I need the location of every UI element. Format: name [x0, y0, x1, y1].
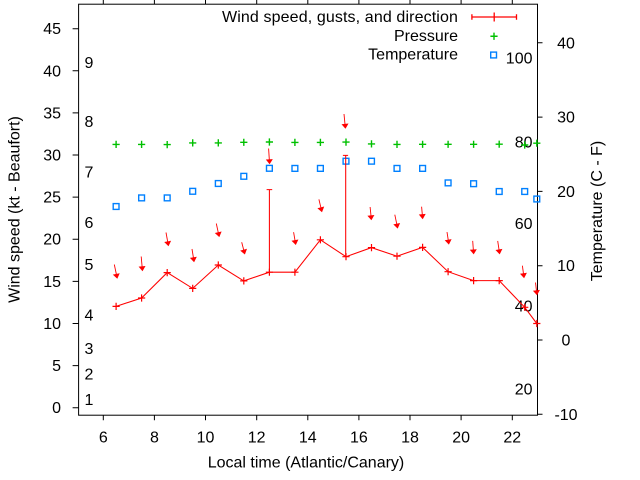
svg-text:0: 0 [562, 333, 571, 350]
svg-text:9: 9 [85, 55, 94, 72]
svg-text:30: 30 [43, 148, 61, 165]
svg-text:Temperature (C - F): Temperature (C - F) [589, 141, 606, 281]
svg-text:40: 40 [557, 35, 575, 52]
svg-text:45: 45 [43, 21, 61, 38]
svg-text:1: 1 [85, 392, 94, 409]
svg-text:-10: -10 [554, 407, 577, 424]
svg-text:10: 10 [557, 258, 575, 275]
svg-text:100: 100 [506, 51, 533, 68]
svg-text:20: 20 [452, 430, 470, 447]
svg-text:20: 20 [515, 381, 533, 398]
svg-text:20: 20 [43, 232, 61, 249]
svg-text:40: 40 [43, 63, 61, 80]
svg-text:25: 25 [43, 190, 61, 207]
svg-text:2: 2 [85, 367, 94, 384]
svg-text:Wind speed (kt - Beaufort): Wind speed (kt - Beaufort) [7, 116, 24, 303]
svg-text:30: 30 [557, 110, 575, 127]
svg-text:Pressure: Pressure [394, 28, 458, 45]
svg-text:10: 10 [43, 316, 61, 333]
svg-text:6: 6 [99, 430, 108, 447]
svg-text:6: 6 [85, 215, 94, 232]
svg-text:7: 7 [85, 164, 94, 181]
svg-text:3: 3 [85, 341, 94, 358]
svg-text:80: 80 [515, 135, 533, 152]
svg-text:20: 20 [557, 184, 575, 201]
svg-text:8: 8 [85, 114, 94, 131]
svg-text:Local time (Atlantic/Canary): Local time (Atlantic/Canary) [208, 455, 405, 472]
svg-text:60: 60 [515, 216, 533, 233]
svg-text:5: 5 [52, 358, 61, 375]
svg-text:8: 8 [150, 430, 159, 447]
svg-text:Temperature: Temperature [368, 47, 458, 64]
svg-text:4: 4 [85, 308, 94, 325]
svg-text:18: 18 [401, 430, 419, 447]
svg-text:15: 15 [43, 274, 61, 291]
svg-text:14: 14 [299, 430, 317, 447]
svg-text:22: 22 [503, 430, 521, 447]
svg-text:Wind speed, gusts, and directi: Wind speed, gusts, and direction [222, 9, 458, 26]
svg-text:16: 16 [350, 430, 368, 447]
svg-text:35: 35 [43, 105, 61, 122]
svg-text:5: 5 [85, 257, 94, 274]
svg-text:10: 10 [197, 430, 215, 447]
svg-text:0: 0 [52, 400, 61, 417]
svg-text:12: 12 [248, 430, 266, 447]
